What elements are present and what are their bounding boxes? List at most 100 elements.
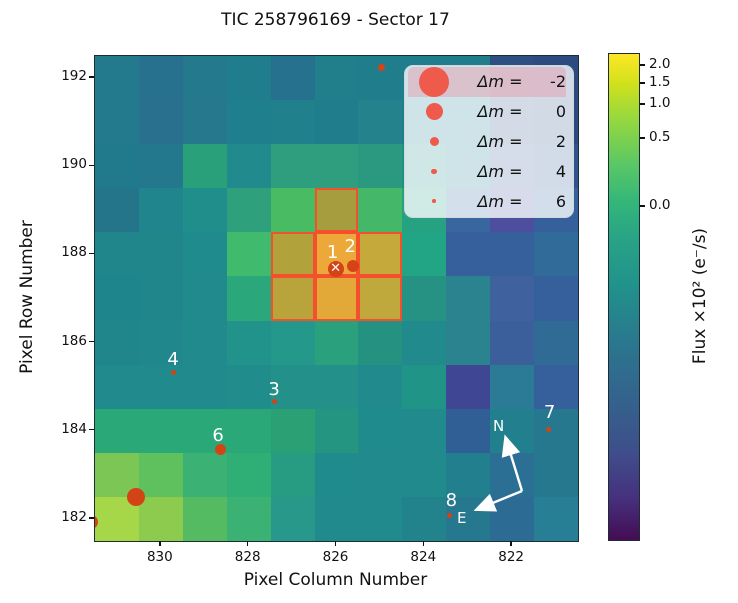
legend-delta-m-text: Δm = — [477, 161, 523, 181]
heatmap-cell — [182, 452, 227, 497]
aperture-pixel — [358, 276, 403, 321]
heatmap-cell — [402, 452, 447, 497]
star-size-marker-icon — [425, 103, 443, 121]
heatmap-cell — [314, 144, 359, 189]
aperture-pixel — [314, 276, 359, 321]
star-size-marker-icon — [419, 66, 449, 97]
heatmap-cell — [95, 100, 139, 145]
aperture-mask — [95, 56, 578, 541]
east-label: E — [457, 509, 466, 527]
heatmap-cell — [226, 364, 271, 409]
star-dot — [214, 443, 226, 455]
heatmap-cell — [534, 496, 578, 541]
star-size-marker-icon — [432, 199, 436, 203]
heatmap-cell — [270, 320, 315, 365]
heatmap-cell — [182, 188, 227, 233]
x-tick-mark — [159, 541, 161, 547]
star-dot — [95, 515, 99, 530]
heatmap-cell — [226, 56, 271, 101]
heatmap-cell — [358, 364, 403, 409]
colorbar-label: Flux ×10² (e⁻/s) — [690, 227, 710, 365]
heatmap-cell — [270, 452, 315, 497]
north-arrow — [501, 434, 524, 492]
heatmap-cell — [138, 188, 183, 233]
heatmap-cell — [314, 56, 359, 101]
heatmap-cell — [270, 232, 315, 277]
heatmap-cell — [402, 364, 447, 409]
star-dot — [446, 512, 452, 518]
legend-marker-box — [408, 136, 460, 146]
east-arrow — [473, 489, 523, 512]
colorbar-tick-mark — [640, 103, 645, 105]
x-tick-label: 826 — [322, 549, 349, 565]
colorbar-tick-mark — [640, 64, 645, 66]
target-cross-marker: ✕ — [330, 261, 342, 277]
x-tick-label: 822 — [498, 549, 525, 565]
heatmap-cell — [270, 496, 315, 541]
heatmap-cell — [95, 144, 139, 189]
heatmap-cell — [138, 276, 183, 321]
heatmap-cell — [182, 56, 227, 101]
heatmap-cell — [138, 232, 183, 277]
heatmap-cell — [95, 320, 139, 365]
heatmap-cell — [226, 408, 271, 453]
x-tick-mark — [334, 541, 337, 547]
legend-entry: Δm = 2 — [408, 127, 566, 157]
star-number-label: 4 — [167, 349, 179, 371]
heatmap-cell — [490, 232, 535, 277]
legend-marker-box — [408, 66, 460, 97]
heatmap-cell — [402, 408, 447, 453]
heatmap-cell — [534, 452, 578, 497]
heatmap-cell — [182, 364, 227, 409]
heatmap-cell — [226, 188, 271, 233]
legend-delta-m-text: Δm = — [477, 102, 523, 122]
heatmap-cell — [446, 408, 491, 453]
star-number-label: 7 — [543, 402, 556, 423]
y-tick-label: 184 — [61, 420, 87, 437]
aperture-pixel — [270, 276, 315, 321]
north-label: N — [493, 417, 504, 435]
x-tick-mark — [422, 541, 424, 547]
heatmap-cell — [270, 364, 315, 409]
star-number-label: 2 — [344, 236, 356, 258]
colorbar — [608, 53, 640, 541]
heatmap-cell — [358, 144, 403, 189]
heatmap-cell — [182, 276, 227, 321]
heatmap-cell — [314, 496, 359, 541]
star-size-marker-icon — [429, 136, 439, 146]
star-dot — [127, 488, 146, 507]
heatmap-cell — [226, 452, 271, 497]
y-tick-label: 186 — [61, 332, 87, 349]
legend-entry: Δm = 4 — [408, 156, 566, 186]
heatmap-cell — [226, 144, 271, 189]
y-tick-label: 190 — [61, 156, 87, 173]
legend-marker-box — [408, 199, 460, 203]
heatmap-cell — [138, 320, 183, 365]
heatmap-cell — [358, 276, 403, 321]
plot-title: TIC 258796169 - Sector 17 — [221, 10, 450, 30]
x-axis-label: Pixel Column Number — [243, 570, 428, 590]
heatmap-cell — [138, 100, 183, 145]
star-dot — [327, 261, 344, 278]
legend-delta-m-text: Δm = — [477, 131, 523, 151]
heatmap-cell — [138, 496, 183, 541]
colorbar-tick-mark — [640, 82, 645, 84]
y-tick-label: 188 — [61, 244, 87, 261]
aperture-pixel — [270, 232, 315, 277]
legend-delta-m-value: 0 — [555, 102, 566, 122]
heatmap-cell — [182, 100, 227, 145]
heatmap-cell — [446, 364, 491, 409]
star-dot — [271, 399, 277, 405]
heatmap-cell — [446, 452, 491, 497]
legend-delta-m-text: Δm = — [477, 72, 523, 92]
heatmap-cell — [446, 276, 491, 321]
heatmap-cell — [314, 188, 359, 233]
aperture-pixel — [358, 232, 403, 277]
star-number-label: 8 — [445, 490, 458, 512]
heatmap-cell — [534, 408, 578, 453]
legend-entry: Δm = 6 — [408, 186, 566, 216]
heatmap-cell — [138, 144, 183, 189]
heatmap-cell — [490, 320, 535, 365]
heatmap-cell — [358, 232, 403, 277]
